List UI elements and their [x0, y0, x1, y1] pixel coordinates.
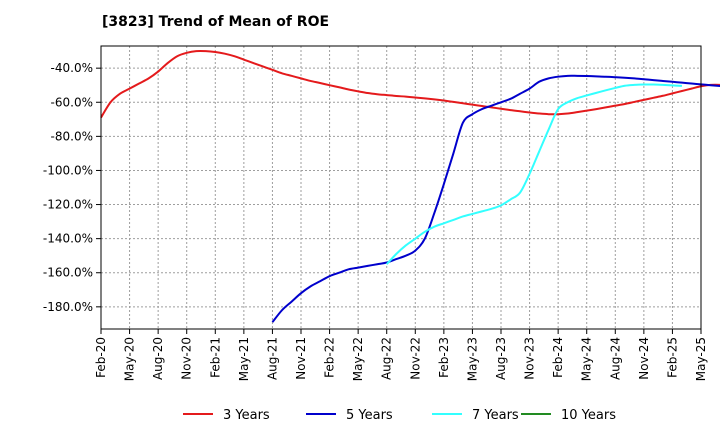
- x-tick-label: Feb-24: [551, 337, 565, 378]
- x-tick-label: Nov-22: [408, 337, 422, 380]
- x-tick-label: Nov-21: [294, 337, 308, 380]
- x-tick-label: Feb-20: [94, 337, 108, 378]
- series-line-3-years: [100, 49, 720, 119]
- x-tick-label: May-22: [351, 337, 365, 381]
- x-tick-label: May-23: [465, 337, 479, 381]
- chart-title: [3823] Trend of Mean of ROE: [102, 14, 329, 30]
- x-tick-label: Nov-20: [180, 337, 194, 380]
- x-tick-label: May-25: [694, 337, 708, 381]
- y-axis-ticks: -40.0% -60.0% -80.0% -100.0% -120.0% -140.0% -…: [43, 61, 101, 314]
- x-tick-label: Aug-24: [608, 337, 622, 380]
- gridlines: [101, 46, 701, 329]
- x-tick-label: Aug-22: [380, 337, 394, 380]
- x-tick-label: May-20: [123, 337, 137, 381]
- y-tick-label: -180.0%: [43, 300, 93, 314]
- plot-area-frame: [100, 45, 702, 330]
- x-tick-label: Nov-24: [637, 337, 651, 380]
- x-tick-label: May-21: [237, 337, 251, 381]
- x-axis-ticks: Feb-20 May-20 Aug-20 Nov-20 Feb-21 May-21 Aug-…: [94, 329, 708, 381]
- x-tick-label: Feb-21: [208, 337, 222, 378]
- legend-label: 3 Years: [223, 408, 270, 423]
- y-tick-label: -160.0%: [43, 266, 93, 280]
- series-lines: [100, 49, 720, 323]
- legend-label: 5 Years: [346, 408, 393, 423]
- y-tick-label: -60.0%: [51, 95, 93, 109]
- x-tick-label: May-24: [580, 337, 594, 381]
- x-tick-label: Feb-23: [437, 337, 451, 378]
- x-tick-label: Aug-20: [151, 337, 165, 380]
- y-tick-label: -40.0%: [51, 61, 93, 75]
- x-tick-label: Nov-23: [523, 337, 537, 380]
- series-line-7-years: [385, 83, 683, 265]
- legend-label: 7 Years: [472, 408, 519, 423]
- y-tick-label: -100.0%: [43, 163, 93, 177]
- x-tick-label: Aug-21: [265, 337, 279, 380]
- y-tick-label: -120.0%: [43, 198, 93, 212]
- y-tick-label: -80.0%: [51, 129, 93, 143]
- legend: 3 Years 5 Years 7 Years 10 Years: [183, 408, 616, 423]
- series-line-5-years: [271, 74, 720, 323]
- y-tick-label: -140.0%: [43, 232, 93, 246]
- x-tick-label: Feb-22: [323, 337, 337, 378]
- x-tick-label: Aug-23: [494, 337, 508, 380]
- legend-label: 10 Years: [561, 408, 616, 423]
- x-tick-label: Feb-25: [665, 337, 679, 378]
